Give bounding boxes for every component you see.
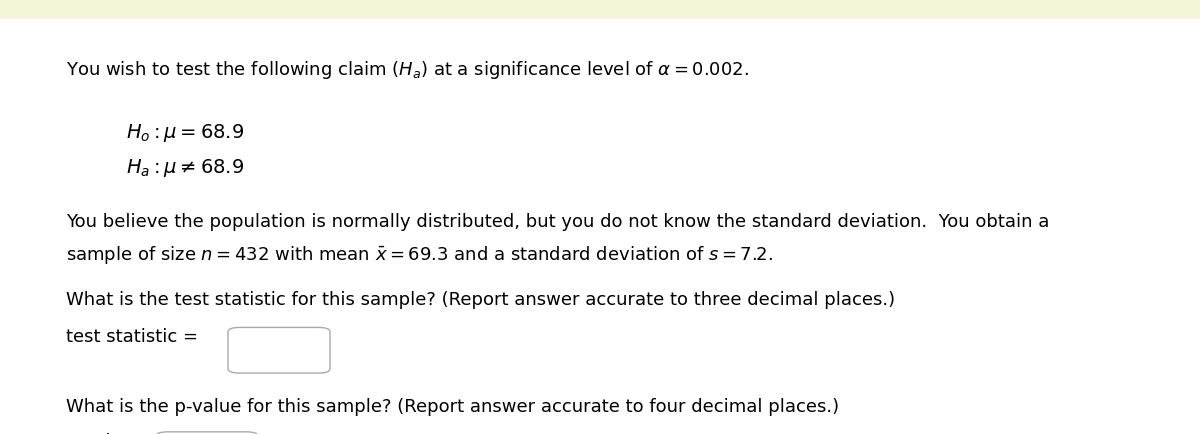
Text: p-value =: p-value = [66, 432, 154, 434]
Text: test statistic =: test statistic = [66, 328, 198, 345]
Text: $H_a:\mu \neq 68.9$: $H_a:\mu \neq 68.9$ [126, 156, 244, 178]
Text: What is the p-value for this sample? (Report answer accurate to four decimal pla: What is the p-value for this sample? (Re… [66, 397, 839, 415]
Text: $H_o:\mu = 68.9$: $H_o:\mu = 68.9$ [126, 122, 244, 144]
FancyBboxPatch shape [228, 328, 330, 373]
FancyBboxPatch shape [156, 432, 258, 434]
Text: What is the test statistic for this sample? (Report answer accurate to three dec: What is the test statistic for this samp… [66, 291, 895, 309]
Text: You believe the population is normally distributed, but you do not know the stan: You believe the population is normally d… [66, 213, 1049, 230]
Text: sample of size $n = 432$ with mean $\bar{x} = 69.3$ and a standard deviation of : sample of size $n = 432$ with mean $\bar… [66, 243, 773, 265]
Text: You wish to test the following claim ($H_a$) at a significance level of $\alpha : You wish to test the following claim ($H… [66, 59, 749, 81]
FancyBboxPatch shape [0, 0, 1200, 20]
